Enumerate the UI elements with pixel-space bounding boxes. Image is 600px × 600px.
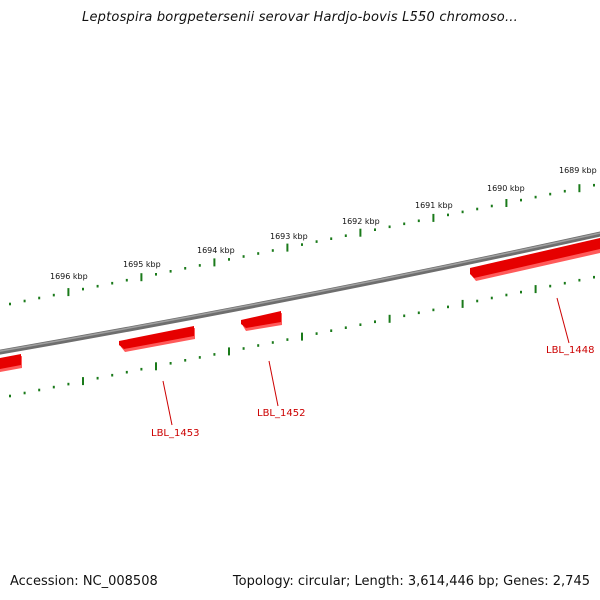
leader-lbl-1453 xyxy=(162,380,173,426)
map-title: Leptospira borgpetersenii serovar Hardjo… xyxy=(82,10,518,25)
leader-lbl-1452 xyxy=(268,360,279,407)
scale-label-1691: 1691 kbp xyxy=(415,201,453,210)
gene-labels: LBL_1448 LBL_1452 LBL_1453 xyxy=(151,345,594,439)
gene-leaders xyxy=(162,297,570,426)
scale-label-1696: 1696 kbp xyxy=(50,272,88,281)
scale-label-1692: 1692 kbp xyxy=(342,217,380,226)
accession-label: Accession: NC_008508 xyxy=(10,574,158,589)
chromosome-backbone-highlight xyxy=(0,232,600,352)
scale-labels: 1689 kbp 1690 kbp 1691 kbp 1692 kbp 1693… xyxy=(50,166,597,281)
leader-lbl-1448 xyxy=(556,297,570,344)
gene-feature-lbl-1452[interactable] xyxy=(241,311,282,331)
gene-features xyxy=(0,238,600,372)
gene-label-lbl-1452[interactable]: LBL_1452 xyxy=(257,408,305,419)
gene-feature-left-partial[interactable] xyxy=(0,354,22,372)
upper-scale-ruler xyxy=(9,183,595,306)
genome-summary: Topology: circular; Length: 3,614,446 bp… xyxy=(232,574,590,589)
scale-label-1690: 1690 kbp xyxy=(487,184,525,193)
chromosome-backbone xyxy=(0,231,600,355)
scale-label-1689: 1689 kbp xyxy=(559,166,597,175)
gene-label-lbl-1448[interactable]: LBL_1448 xyxy=(546,345,594,356)
scale-label-1694: 1694 kbp xyxy=(197,246,235,255)
gene-feature-lbl-1453[interactable] xyxy=(119,326,195,352)
gene-label-lbl-1453[interactable]: LBL_1453 xyxy=(151,428,199,439)
gene-feature-lbl-1448[interactable] xyxy=(470,238,600,281)
scale-label-1693: 1693 kbp xyxy=(270,232,308,241)
scale-label-1695: 1695 kbp xyxy=(123,260,161,269)
lower-scale-ruler xyxy=(9,275,595,398)
